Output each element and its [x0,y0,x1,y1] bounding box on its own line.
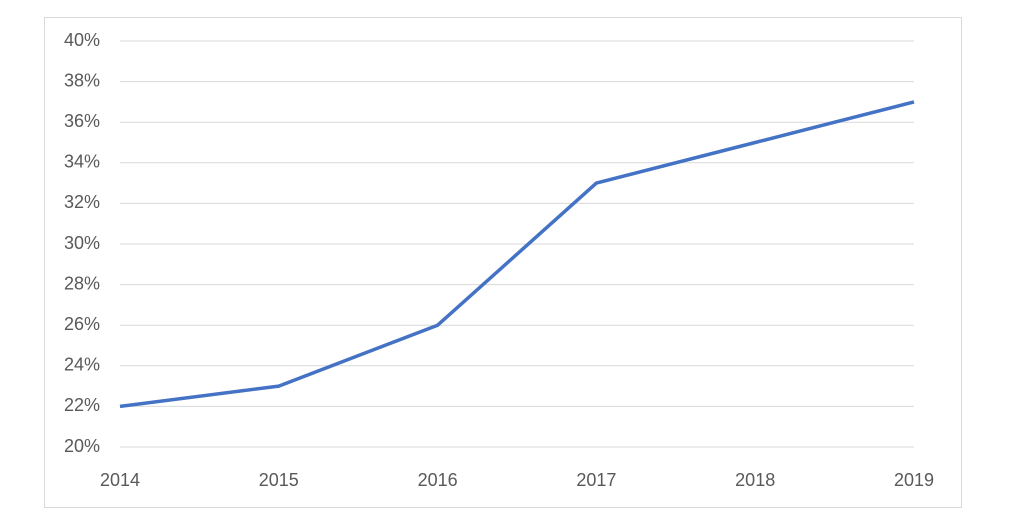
x-tick-label: 2019 [894,470,934,490]
y-tick-label: 32% [64,192,100,212]
x-tick-label: 2016 [418,470,458,490]
chart-border [44,17,962,508]
data-line [119,100,915,409]
x-tick-label: 2014 [100,470,140,490]
x-tick-label: 2015 [259,470,299,490]
y-tick-label: 40% [64,30,100,50]
x-tick-label: 2018 [735,470,775,490]
y-tick-label: 24% [64,355,100,375]
y-tick-label: 22% [64,395,100,415]
y-tick-label: 20% [64,436,100,456]
y-tick-label: 38% [64,70,100,90]
y-tick-label: 30% [64,233,100,253]
y-tick-label: 36% [64,111,100,131]
y-tick-label: 26% [64,314,100,334]
x-tick-label: 2017 [576,470,616,490]
y-tick-label: 34% [64,152,100,172]
y-tick-label: 28% [64,273,100,293]
